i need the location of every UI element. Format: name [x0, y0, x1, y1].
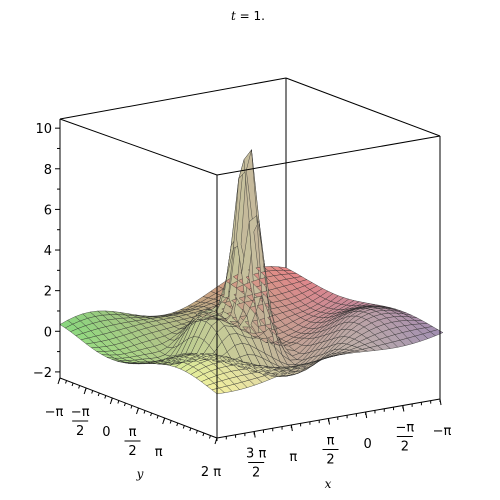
- svg-text:−π: −π: [71, 405, 90, 420]
- y-minor-tick: [150, 412, 153, 417]
- y-tick-label: 2 π: [201, 465, 221, 480]
- z-tick-label: 6: [44, 203, 52, 218]
- svg-text:0: 0: [102, 425, 110, 440]
- y-tick-label: 0: [102, 425, 110, 440]
- y-minor-tick: [137, 407, 139, 412]
- chart-title: t = 1.: [231, 9, 265, 23]
- y-tick-label: π2: [124, 425, 141, 459]
- y-minor-tick: [202, 432, 205, 437]
- svg-text:2: 2: [128, 444, 136, 459]
- svg-text:2: 2: [326, 453, 334, 468]
- svg-text:−π: −π: [395, 420, 414, 435]
- axis-lines: [59, 377, 441, 439]
- z-axis: −2 0 2 4 6 8 10: [33, 122, 60, 381]
- y-tick-label: π: [155, 445, 163, 460]
- box-front: [59, 118, 441, 438]
- y-minor-tick: [195, 430, 198, 434]
- z-tick-label: −2: [33, 366, 52, 381]
- y-axis: −π −π2 0 π2 π2 π: [45, 377, 221, 480]
- z-tick-label: 10: [35, 122, 52, 137]
- svg-text:−π: −π: [45, 405, 64, 420]
- x-tick-label: −π: [433, 424, 452, 439]
- y-minor-tick: [110, 397, 113, 402]
- y-minor-tick: [143, 410, 146, 414]
- svg-text:2 π: 2 π: [201, 465, 221, 480]
- y-minor-tick: [91, 390, 94, 394]
- x-tick-label: 0: [364, 437, 372, 452]
- surface-mesh: [59, 149, 444, 395]
- svg-text:2: 2: [401, 439, 409, 454]
- y-minor-tick: [104, 395, 107, 399]
- y-minor-tick: [189, 427, 192, 432]
- svg-text:2: 2: [252, 466, 260, 481]
- svg-text:π: π: [327, 434, 335, 449]
- y-minor-tick: [58, 377, 61, 382]
- svg-text:−π: −π: [433, 424, 452, 439]
- svg-text:π: π: [289, 450, 297, 465]
- x-tick-label: π: [289, 450, 297, 465]
- y-minor-tick: [123, 402, 126, 407]
- y-tick-label: −π 2: [71, 405, 90, 439]
- chart-title-variable: t: [231, 9, 236, 23]
- y-minor-tick: [163, 417, 166, 422]
- y-minor-tick: [84, 387, 87, 392]
- x-tick-label: 3 π2: [246, 447, 266, 481]
- z-tick-label: 8: [44, 163, 52, 178]
- x-axis-label: x: [325, 477, 332, 491]
- y-axis-label: y: [136, 467, 144, 481]
- svg-text:π: π: [155, 445, 163, 460]
- svg-text:3 π: 3 π: [246, 447, 266, 462]
- y-minor-tick: [78, 385, 81, 389]
- y-minor-tick: [208, 435, 211, 439]
- x-tick-label: π2: [322, 434, 339, 468]
- y-minor-tick: [97, 392, 100, 397]
- y-minor-tick: [71, 382, 74, 387]
- chart-title-text: = 1.: [236, 9, 265, 23]
- svg-text:π: π: [129, 425, 137, 440]
- z-tick-label: 2: [44, 285, 52, 300]
- y-minor-tick: [117, 400, 120, 404]
- y-minor-tick: [169, 420, 172, 424]
- y-minor-tick: [156, 415, 159, 419]
- y-minor-tick: [130, 405, 133, 409]
- y-minor-tick: [182, 425, 185, 429]
- y-minor-tick: [176, 422, 179, 427]
- svg-text:0: 0: [364, 437, 372, 452]
- z-tick-label: 4: [44, 244, 52, 259]
- z-tick-label: 0: [44, 325, 52, 340]
- y-tick-label: −π: [45, 405, 64, 420]
- x-tick-label: −π 2: [395, 420, 414, 454]
- svg-text:2: 2: [76, 424, 84, 439]
- y-minor-tick: [65, 380, 68, 384]
